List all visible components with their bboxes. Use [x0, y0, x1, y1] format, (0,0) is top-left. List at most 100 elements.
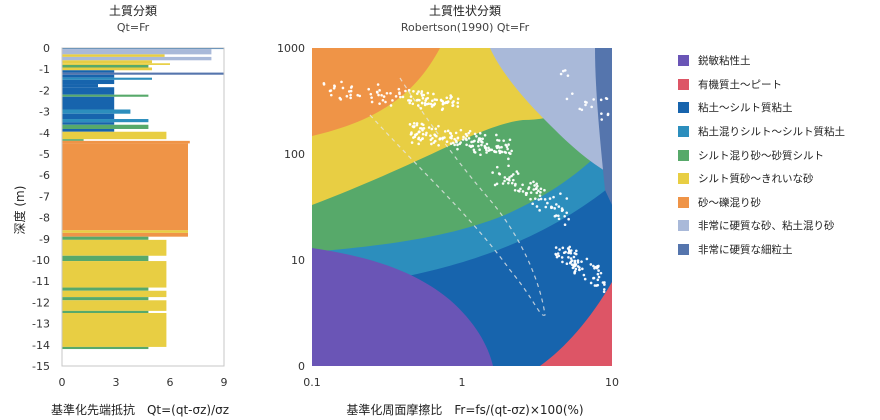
- zone-very-stiff-fine: [595, 48, 612, 205]
- data-point: [385, 91, 389, 95]
- data-point: [512, 178, 515, 182]
- data-point: [495, 165, 499, 169]
- data-point: [578, 268, 581, 272]
- data-point: [592, 98, 595, 101]
- data-point: [456, 136, 460, 140]
- data-point: [531, 202, 534, 206]
- data-point: [349, 93, 352, 97]
- data-point: [532, 180, 535, 184]
- legend-item: 粘土～シルト質粘土: [678, 96, 845, 120]
- data-point: [555, 255, 559, 259]
- data-point: [417, 90, 420, 93]
- depth-bar: [62, 70, 115, 73]
- data-point: [560, 256, 564, 259]
- data-point: [511, 173, 515, 176]
- data-point: [328, 89, 332, 93]
- data-point: [555, 203, 558, 206]
- legend-item: シルト混り砂～砂質シルト: [678, 143, 845, 167]
- data-point: [532, 188, 536, 191]
- robertson-zones: [312, 48, 612, 366]
- depth-bar: [62, 313, 167, 347]
- data-point: [558, 248, 561, 251]
- data-point: [461, 138, 465, 141]
- data-point: [585, 257, 589, 261]
- data-point: [535, 186, 538, 190]
- data-point: [407, 99, 410, 102]
- data-point: [451, 101, 454, 104]
- data-point: [451, 141, 455, 145]
- data-point: [599, 271, 603, 275]
- data-point: [421, 137, 424, 141]
- data-point: [560, 209, 564, 213]
- data-point: [349, 89, 353, 93]
- data-point: [554, 214, 558, 217]
- data-point: [459, 128, 463, 132]
- depth-bar: [62, 113, 115, 120]
- data-point: [500, 145, 503, 149]
- depth-bar: [62, 94, 149, 97]
- data-point: [510, 174, 513, 178]
- data-point: [399, 95, 402, 99]
- data-point: [409, 95, 413, 98]
- data-point: [521, 190, 525, 193]
- data-point: [491, 171, 494, 174]
- data-point: [437, 124, 440, 128]
- data-point: [415, 99, 419, 102]
- data-point: [389, 104, 393, 107]
- depth-y-tick: -1: [39, 63, 50, 76]
- data-point: [380, 93, 383, 97]
- data-point: [507, 157, 510, 161]
- data-point: [596, 272, 600, 276]
- data-point: [439, 98, 443, 102]
- data-point: [401, 95, 405, 99]
- depth-bar: [62, 77, 152, 80]
- data-point: [543, 188, 546, 192]
- legend-label: シルト混り砂～砂質シルト: [698, 149, 824, 162]
- data-point: [435, 98, 439, 102]
- data-point: [441, 136, 445, 140]
- data-point: [501, 182, 505, 185]
- depth-y-tick: -15: [32, 360, 50, 373]
- data-point: [495, 133, 498, 137]
- data-point: [602, 288, 606, 291]
- data-point: [409, 133, 413, 136]
- data-point: [599, 98, 603, 102]
- depth-x-tick: 6: [167, 376, 174, 389]
- legend-item: シルト質砂～きれいな砂: [678, 167, 845, 191]
- data-point: [510, 149, 513, 153]
- data-point: [477, 144, 480, 148]
- data-point: [350, 85, 354, 88]
- depth-x-tick: 9: [221, 376, 228, 389]
- data-point: [456, 105, 460, 108]
- legend-label: 粘土～シルト質粘土: [698, 102, 793, 115]
- data-point: [519, 187, 522, 191]
- data-point: [561, 260, 564, 264]
- data-point: [546, 201, 549, 205]
- data-point: [473, 139, 476, 143]
- legend-item: 砂～礫混り砂: [678, 191, 845, 215]
- depth-bar: [62, 67, 152, 71]
- data-point: [601, 281, 605, 284]
- data-point: [554, 246, 558, 249]
- data-point: [469, 145, 473, 149]
- data-point: [435, 134, 438, 138]
- data-point: [431, 99, 434, 103]
- data-point: [578, 107, 582, 111]
- data-point: [563, 215, 566, 218]
- legend-label: 鋭敏粘性土: [698, 55, 751, 68]
- legend-swatch: [678, 149, 689, 161]
- depth-y-tick: 0: [43, 42, 50, 55]
- depth-plot-frame: [61, 47, 225, 367]
- data-point: [394, 95, 398, 98]
- data-point: [484, 148, 488, 152]
- depth-bar: [62, 287, 149, 291]
- data-point: [381, 98, 385, 102]
- depth-bar: [62, 60, 152, 64]
- data-point: [559, 72, 563, 76]
- depth-y-tick: -4: [39, 127, 50, 140]
- data-point: [557, 214, 560, 218]
- legend-swatch: [678, 220, 689, 232]
- depth-y-tick: -6: [39, 169, 50, 182]
- zone-organic: [540, 282, 612, 366]
- data-point: [490, 148, 494, 152]
